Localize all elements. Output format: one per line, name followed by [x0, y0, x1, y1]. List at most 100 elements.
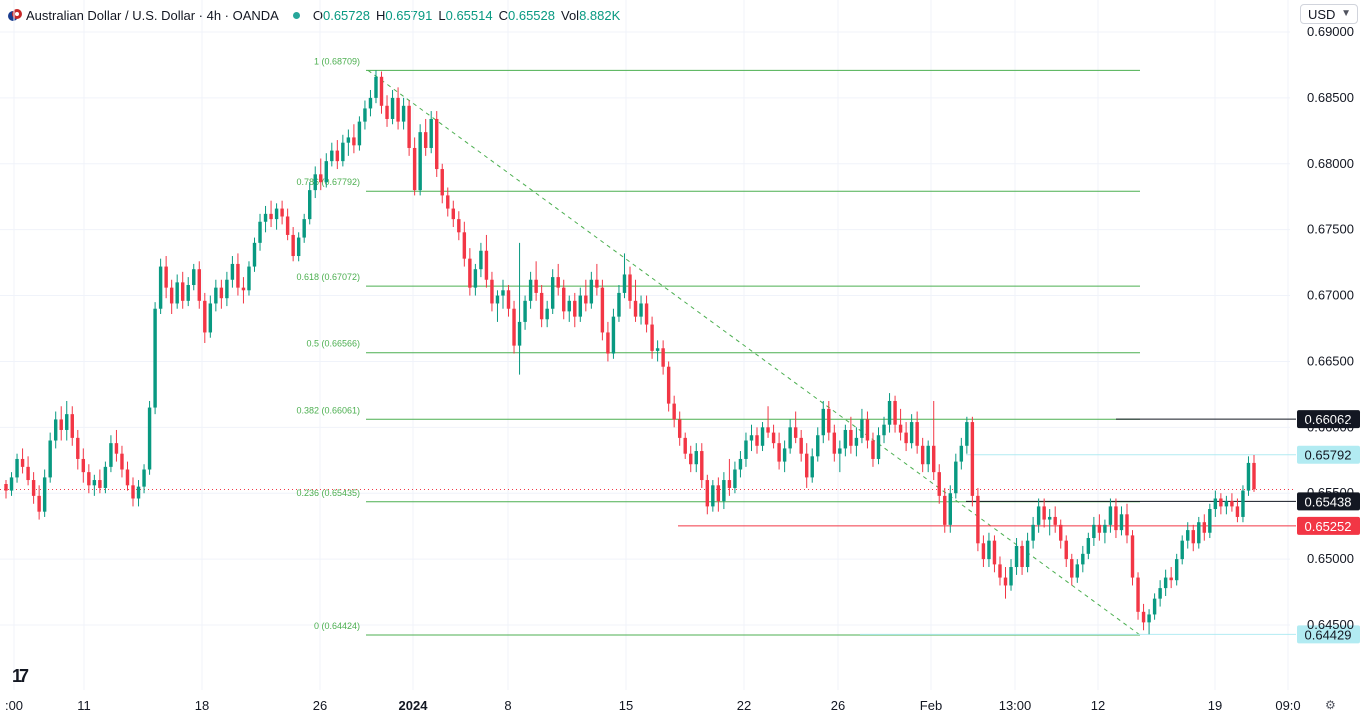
- price-label-box: [1297, 492, 1360, 511]
- candle-body: [1103, 524, 1107, 533]
- candle-body: [722, 480, 726, 502]
- y-tick-label: 0.66000: [1307, 419, 1354, 434]
- candle-body: [1119, 514, 1124, 531]
- candle-body: [573, 300, 577, 317]
- candle: [412, 137, 417, 196]
- candle-body: [473, 269, 478, 288]
- candle: [617, 285, 621, 322]
- candle-body: [1036, 506, 1041, 525]
- candle-body: [352, 137, 356, 146]
- candle-body: [1158, 588, 1162, 599]
- candle-body: [943, 495, 947, 525]
- candle-body: [258, 221, 262, 243]
- candle-body: [871, 440, 875, 459]
- candle: [865, 411, 870, 449]
- candle: [744, 432, 748, 467]
- candle: [1230, 493, 1234, 512]
- candle-body: [263, 213, 268, 222]
- candle-body: [114, 443, 119, 454]
- candle-body: [584, 295, 588, 304]
- candle: [247, 261, 251, 296]
- candle: [429, 111, 433, 154]
- candle-body: [1141, 611, 1146, 623]
- candle: [523, 295, 527, 330]
- candle: [766, 406, 770, 438]
- candle: [887, 393, 892, 433]
- candle-body: [733, 469, 737, 488]
- price-label: 0.65252: [1305, 519, 1352, 534]
- candle-body: [992, 540, 997, 565]
- candle-body: [468, 258, 472, 288]
- candle-body: [247, 266, 251, 291]
- candle-body: [550, 277, 555, 309]
- candle: [550, 269, 555, 315]
- close-label: C: [498, 7, 508, 23]
- candle-body: [142, 469, 146, 487]
- candle-body: [804, 453, 809, 478]
- candle-body: [1169, 577, 1173, 581]
- candle-body: [440, 169, 444, 196]
- gear-icon[interactable]: ⚙: [1325, 698, 1336, 712]
- candle: [954, 453, 958, 499]
- currency-button[interactable]: USD ▼: [1300, 4, 1358, 24]
- candle: [451, 200, 456, 228]
- candle: [782, 440, 787, 473]
- candle-body: [225, 279, 229, 299]
- candle: [1036, 498, 1041, 533]
- candle-body: [1213, 498, 1218, 510]
- candle: [1020, 540, 1024, 575]
- candle-body: [959, 445, 964, 462]
- candle-body: [103, 466, 108, 488]
- candle: [1059, 519, 1063, 549]
- candle: [346, 129, 351, 156]
- high-value: 0.65791: [385, 7, 433, 23]
- candle: [733, 461, 737, 494]
- candle-body: [821, 408, 825, 436]
- candle: [1003, 567, 1008, 599]
- candle-body: [1025, 540, 1030, 568]
- candle: [1031, 516, 1035, 549]
- candle-body: [1197, 522, 1201, 544]
- x-tick-label: 13:00: [999, 698, 1032, 713]
- candle-body: [666, 366, 671, 404]
- candle: [330, 142, 334, 167]
- candle: [357, 116, 362, 151]
- candle: [352, 124, 356, 154]
- symbol-title[interactable]: Australian Dollar / U.S. Dollar · 4h · O…: [26, 7, 279, 23]
- candle: [1169, 567, 1173, 589]
- candle-body: [1241, 490, 1245, 517]
- y-tick-label: 0.67500: [1307, 222, 1354, 237]
- candle: [214, 279, 218, 312]
- candle: [584, 279, 588, 312]
- candle-body: [932, 445, 936, 473]
- candle-body: [70, 414, 74, 438]
- candle-body: [771, 432, 776, 444]
- candle-body: [435, 118, 439, 170]
- y-tick-label: 0.68500: [1307, 90, 1354, 105]
- candle-body: [4, 483, 8, 491]
- candle: [418, 124, 422, 196]
- candle-body: [208, 303, 213, 333]
- candle-body: [346, 137, 351, 143]
- candle-body: [147, 407, 152, 470]
- candle-body: [517, 321, 522, 346]
- y-tick-label: 0.64500: [1307, 617, 1354, 632]
- candle-body: [672, 403, 676, 420]
- candle-body: [970, 422, 975, 496]
- grid-layer: [0, 0, 1290, 690]
- candle-body: [158, 266, 163, 309]
- low-label: L: [438, 7, 446, 23]
- candle-body: [335, 150, 340, 162]
- candle: [274, 203, 279, 230]
- candle-body: [860, 419, 864, 438]
- candle: [197, 261, 201, 309]
- candle: [512, 300, 516, 354]
- candle-body: [506, 290, 511, 309]
- fib-label: 0.5 (0.66566): [306, 339, 360, 349]
- market-status-icon: [292, 11, 300, 19]
- candle-body: [782, 448, 787, 462]
- x-tick-label: 26: [313, 698, 327, 713]
- candle: [440, 163, 444, 204]
- candle-body: [1031, 524, 1035, 541]
